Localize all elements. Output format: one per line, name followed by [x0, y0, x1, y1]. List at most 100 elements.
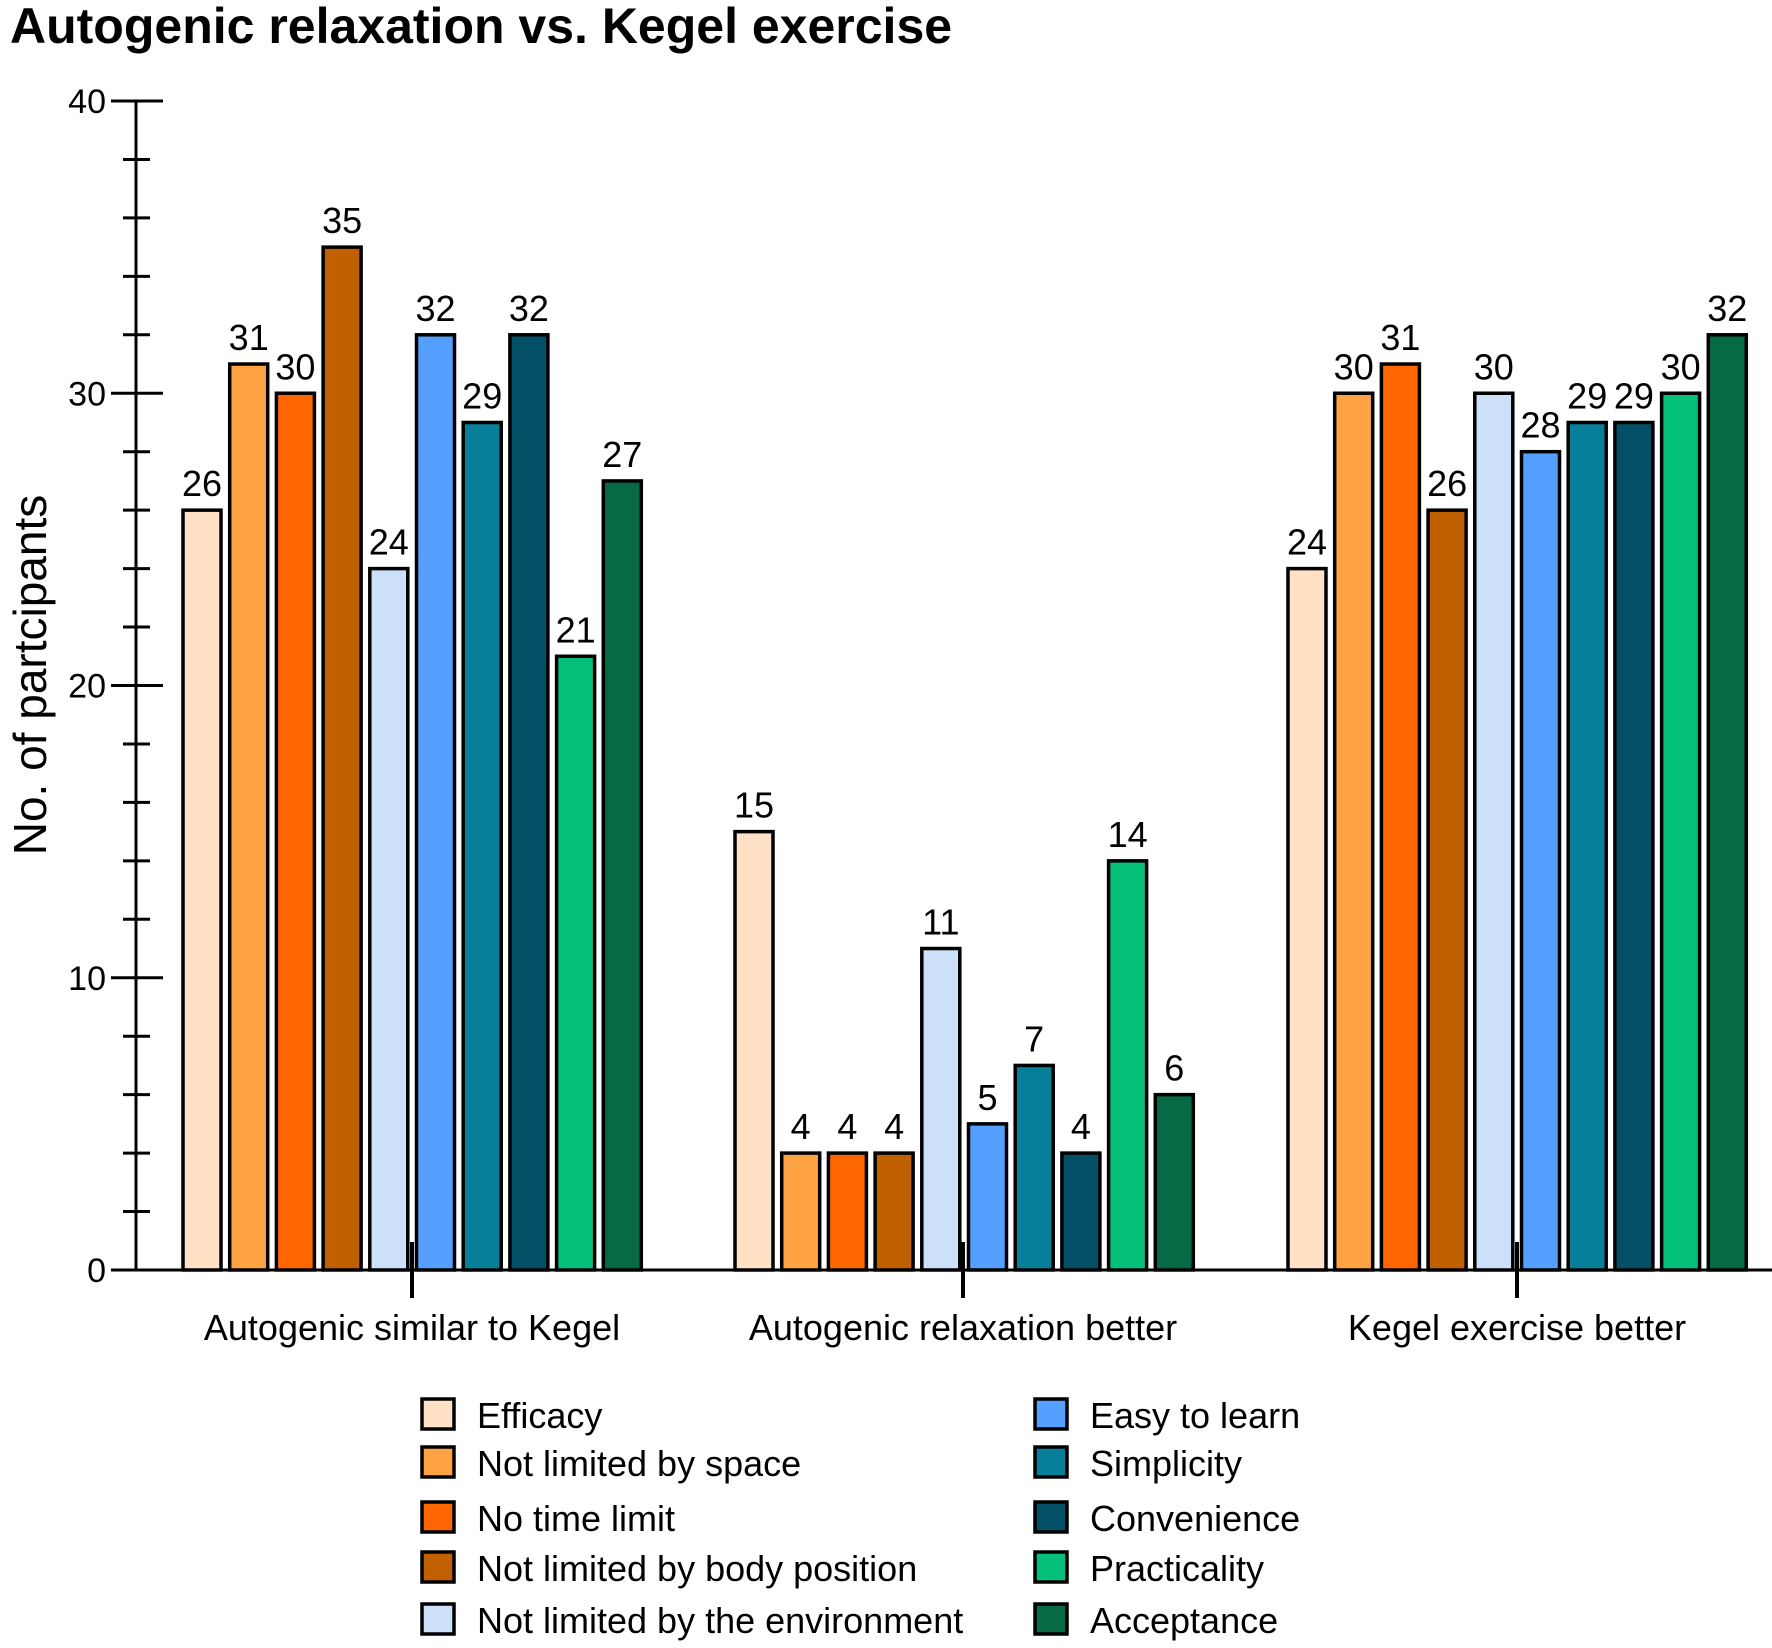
bar-7-1: [1060, 1151, 1102, 1272]
legend-swatch: [420, 1550, 456, 1584]
category-labels: Autogenic similar to Kegel Autogenic rela…: [204, 1307, 1686, 1348]
legend-label: Simplicity: [1090, 1443, 1242, 1484]
data-label: 31: [1380, 317, 1420, 358]
data-label: 5: [977, 1077, 997, 1118]
y-tick-label: 40: [68, 83, 106, 121]
data-label: 26: [182, 463, 222, 504]
data-label: 21: [556, 609, 596, 650]
data-label: 31: [229, 317, 269, 358]
legend-item: No time limit: [420, 1498, 675, 1539]
bar-3-0: [321, 245, 363, 1272]
legend-item: Not limited by space: [420, 1443, 801, 1484]
legend-item: Not limited by the environment: [420, 1600, 963, 1641]
chart-title: Autogenic relaxation vs. Kegel exercise: [10, 0, 952, 54]
data-label: 27: [602, 434, 642, 475]
bar-2-2: [1379, 362, 1422, 1272]
bar-0-0: [181, 508, 223, 1272]
legend-label: Not limited by body position: [477, 1548, 917, 1589]
data-label: 30: [1474, 346, 1514, 387]
data-label: 29: [1614, 375, 1654, 416]
bar-0-2: [1286, 566, 1328, 1272]
bar-5-2: [1519, 449, 1562, 1272]
data-label: 26: [1427, 463, 1467, 504]
legend-label: Not limited by space: [477, 1443, 801, 1484]
bar-7-2: [1613, 420, 1655, 1272]
legend-swatch: [420, 1602, 456, 1636]
y-tick-label: 0: [87, 1252, 106, 1290]
data-label: 6: [1164, 1048, 1184, 1089]
bar-3-2: [1426, 508, 1468, 1272]
bar-1-1: [779, 1151, 822, 1272]
legend-label: Easy to learn: [1090, 1395, 1300, 1436]
data-label: 4: [837, 1106, 857, 1147]
data-label: 15: [734, 785, 774, 826]
category-label: Autogenic similar to Kegel: [204, 1307, 620, 1348]
legend-item: Practicality: [1033, 1548, 1264, 1589]
legend-swatch: [420, 1445, 456, 1479]
bar-7-0: [508, 333, 550, 1272]
bar-9-0: [601, 479, 644, 1272]
data-label: 30: [275, 346, 315, 387]
bar-1-0: [227, 362, 270, 1272]
data-label: 29: [1567, 375, 1607, 416]
data-label: 24: [1287, 522, 1327, 563]
legend-swatch: [420, 1500, 456, 1534]
data-label: 35: [322, 200, 362, 241]
bar-6-0: [461, 420, 503, 1272]
category-label: Autogenic relaxation better: [749, 1307, 1177, 1348]
legend-label: Not limited by the environment: [477, 1600, 963, 1641]
bar-4-0: [368, 566, 410, 1272]
legend-swatch: [1033, 1550, 1069, 1584]
legend-item: Efficacy: [420, 1395, 602, 1436]
legend-label: Efficacy: [477, 1395, 602, 1436]
y-tick-label: 20: [68, 668, 106, 706]
legend-label: Acceptance: [1090, 1600, 1278, 1641]
legend-label: Practicality: [1090, 1548, 1264, 1589]
data-label: 14: [1108, 814, 1148, 855]
data-label: 32: [1707, 288, 1747, 329]
data-label: 4: [791, 1106, 811, 1147]
legend-item: Simplicity: [1033, 1443, 1242, 1484]
y-axis-title: No. of partcipants: [4, 495, 56, 856]
bar-6-1: [1013, 1063, 1055, 1272]
bar-8-0: [554, 654, 597, 1272]
data-label: 4: [1071, 1106, 1091, 1147]
legend-label: Convenience: [1090, 1498, 1300, 1539]
legend-swatch: [1033, 1445, 1069, 1479]
legend: Efficacy Not limited by space No time limi…: [420, 1395, 1300, 1641]
legend-item: Convenience: [1033, 1498, 1300, 1539]
legend-swatch: [1033, 1602, 1069, 1636]
data-label: 4: [884, 1106, 904, 1147]
data-label: 24: [369, 522, 409, 563]
legend-swatch: [1033, 1397, 1069, 1431]
bar-8-2: [1659, 391, 1702, 1272]
legend-label: No time limit: [477, 1498, 675, 1539]
bar-5-1: [966, 1122, 1009, 1272]
legend-item: Acceptance: [1033, 1600, 1278, 1641]
data-label: 30: [1661, 346, 1701, 387]
bar-9-2: [1706, 333, 1749, 1272]
bar-2-0: [274, 391, 317, 1272]
bar-4-2: [1473, 391, 1515, 1272]
bar-0-1: [733, 829, 775, 1272]
data-label: 29: [462, 375, 502, 416]
data-label: 30: [1334, 346, 1374, 387]
y-tick-label: 30: [68, 375, 106, 413]
bar-2-1: [826, 1151, 869, 1272]
category-label: Kegel exercise better: [1348, 1307, 1686, 1348]
legend-swatch: [420, 1397, 456, 1431]
bar-9-1: [1153, 1092, 1196, 1272]
data-label: 28: [1520, 405, 1560, 446]
legend-swatch: [1033, 1500, 1069, 1534]
bar-5-0: [414, 333, 457, 1272]
bar-8-1: [1106, 859, 1149, 1272]
bar-1-2: [1332, 391, 1375, 1272]
data-label: 32: [415, 288, 455, 329]
bars: [181, 245, 1749, 1272]
data-label: 32: [509, 288, 549, 329]
data-label: 7: [1024, 1018, 1044, 1059]
legend-item: Easy to learn: [1033, 1395, 1300, 1436]
bar-4-1: [920, 946, 962, 1272]
